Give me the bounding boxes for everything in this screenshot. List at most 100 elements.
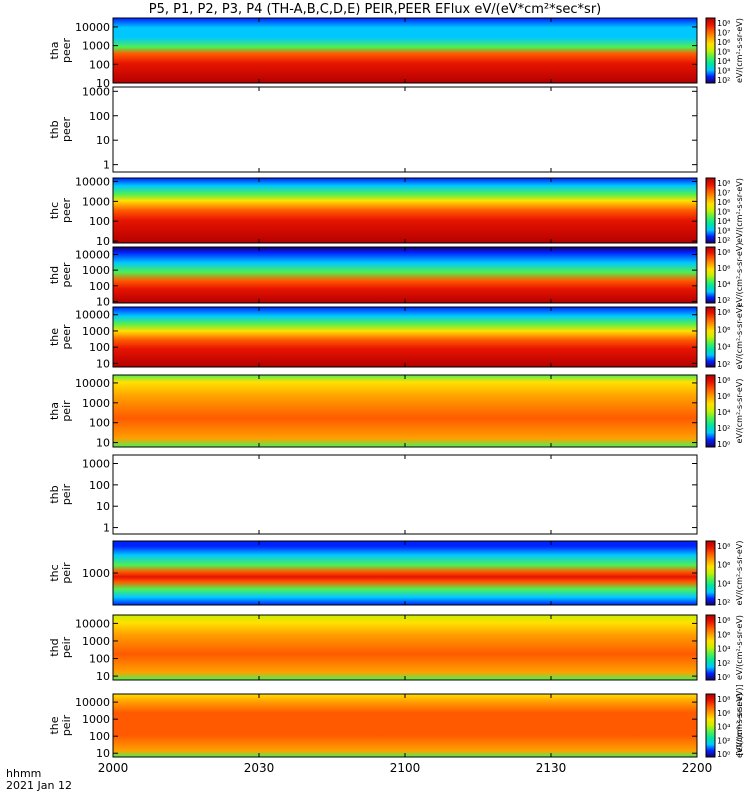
y-tick-label: 1000 bbox=[82, 713, 110, 726]
y-tick-label: 100 bbox=[89, 417, 110, 430]
y-axis-label: thc bbox=[48, 202, 61, 219]
y-tick-label: 10000 bbox=[75, 377, 110, 390]
colorbar-tick-label: 10³ bbox=[717, 227, 730, 236]
y-tick-label: 10 bbox=[96, 235, 110, 248]
colorbar-label: eV/(cm²-s-sr-eV) bbox=[735, 243, 744, 308]
colorbar-tick-label: 10⁸ bbox=[717, 616, 730, 625]
colorbar-label: eV/(cm²-s-sr-eV) bbox=[735, 305, 744, 370]
colorbar-tick-label: 10² bbox=[717, 76, 730, 85]
panel-thd-peer: 10 100 1000 10000 thd peer 10² 10⁴ 10⁶ 10⁸ eV/(cm²… bbox=[48, 243, 744, 309]
spectrogram-the-peer bbox=[113, 307, 697, 367]
colorbar-tha-peir bbox=[705, 374, 716, 448]
panel-tha-peir: 10 100 1000 10000 tha peir 10⁰ 10² 10⁴ 10⁶ 10⁸ eV/(… bbox=[48, 374, 744, 450]
y-tick-label: 100 bbox=[89, 341, 110, 354]
y-tick-label: 1 bbox=[103, 159, 110, 172]
y-axis-label: thd bbox=[48, 638, 61, 656]
colorbar-tick-label: 10⁶ bbox=[717, 38, 730, 47]
panel-thb-peer: 1 10 100 1000 thb peer bbox=[48, 85, 698, 173]
x-tick-label: 2130 bbox=[536, 761, 567, 775]
colorbar-tick-label: 10² bbox=[717, 659, 730, 668]
y-tick-label: 10 bbox=[96, 747, 110, 760]
y-axis-label: peer bbox=[60, 262, 73, 288]
y-tick-label: 100 bbox=[89, 479, 110, 492]
spectrogram-tha-peer bbox=[113, 18, 697, 83]
y-tick-label: 10000 bbox=[75, 617, 110, 630]
y-tick-label: 1000 bbox=[82, 567, 110, 580]
panel-the-peir: 10 100 1000 10000 the peir 10⁰ 10² 10⁴ 10⁶ 10⁸ eV/(… bbox=[48, 693, 744, 760]
colorbar-tick-label: 10⁸ bbox=[717, 308, 730, 317]
x-tick-label: 2200 bbox=[682, 761, 713, 775]
colorbar-thd-peir bbox=[705, 614, 716, 681]
y-tick-label: 10 bbox=[96, 77, 110, 90]
colorbar-tick-label: 10⁷ bbox=[717, 29, 730, 38]
colorbar-label: eV/(cm²-s-sr-eV) bbox=[735, 541, 744, 606]
y-tick-label: 1000 bbox=[82, 195, 110, 208]
y-axis-label: peir bbox=[60, 714, 73, 736]
colorbar-tick-label: 10² bbox=[717, 296, 730, 305]
colorbar-tick-label: 10⁶ bbox=[717, 198, 730, 207]
colorbar-thc-peir bbox=[705, 540, 716, 606]
colorbar-tick-label: 10⁸ bbox=[717, 376, 730, 385]
colorbar-tick-label: 10⁴ bbox=[717, 408, 730, 417]
colorbar-tick-label: 10² bbox=[717, 424, 730, 433]
y-tick-label: 10000 bbox=[75, 175, 110, 188]
colorbar-label: eV/(cm²-s-sr-eV) bbox=[735, 615, 744, 680]
date-label: 2021 Jan 12 bbox=[6, 779, 72, 792]
y-tick-label: 100 bbox=[89, 280, 110, 293]
panel-thc-peir: 1000 thc peir 10² 10⁴ 10⁶ 10⁸ eV/(cm²-s-sr-eV) bbox=[48, 540, 744, 607]
y-tick-label: 100 bbox=[89, 653, 110, 666]
spectrogram-thc-peer bbox=[113, 178, 697, 243]
colorbar-tick-label: 10⁶ bbox=[717, 392, 730, 401]
colorbar-tick-label: 10⁶ bbox=[717, 561, 730, 570]
colorbar-tick-label: 10⁶ bbox=[717, 264, 730, 273]
y-tick-label: 1000 bbox=[82, 264, 110, 277]
y-axis-label: peer bbox=[60, 324, 73, 350]
bottom-colorbar-label: [eV/(cm²-s-sr-eV)] bbox=[735, 684, 744, 755]
y-tick-label: 1000 bbox=[82, 325, 110, 338]
y-tick-label: 1000 bbox=[82, 85, 110, 98]
y-axis-label: tha bbox=[48, 41, 61, 59]
y-tick-label: 1000 bbox=[82, 635, 110, 648]
colorbar-thd-peer bbox=[705, 246, 716, 304]
y-axis-label: peir bbox=[60, 636, 73, 658]
y-tick-label: 10000 bbox=[75, 696, 110, 709]
colorbar-the-peir bbox=[705, 693, 716, 758]
y-axis-label: the bbox=[48, 328, 61, 346]
y-axis-label: peer bbox=[60, 38, 73, 64]
y-axis-label: tha bbox=[48, 402, 61, 420]
panel-the-peer: 10 100 1000 10000 the peer 10² 10⁴ 10⁶ 10⁸ eV/(cm²… bbox=[48, 305, 744, 371]
y-tick-label: 10 bbox=[96, 295, 110, 308]
y-tick-label: 10 bbox=[96, 670, 110, 683]
colorbar-tick-label: 10⁵ bbox=[717, 48, 730, 57]
colorbar-thc-peer bbox=[705, 177, 716, 244]
y-tick-label: 100 bbox=[89, 215, 110, 228]
panel-thd-peir: 10 100 1000 10000 thd peir 10⁰ 10² 10⁴ 10⁶ 10⁸ eV/(… bbox=[48, 614, 744, 683]
colorbar-tick-label: 10⁴ bbox=[717, 57, 730, 66]
y-tick-label: 100 bbox=[89, 58, 110, 71]
y-axis-label: thc bbox=[48, 564, 61, 581]
colorbar-tick-label: 10⁶ bbox=[717, 709, 730, 718]
spectrogram-thd-peer bbox=[113, 247, 697, 303]
y-tick-label: 10000 bbox=[75, 309, 110, 322]
colorbar-tick-label: 10⁴ bbox=[717, 645, 730, 654]
colorbar-tick-label: 10⁸ bbox=[717, 695, 730, 704]
y-tick-label: 10 bbox=[96, 134, 110, 147]
colorbar-tick-label: 10² bbox=[717, 598, 730, 607]
y-tick-label: 100 bbox=[89, 110, 110, 123]
y-axis-label: thb bbox=[48, 120, 61, 138]
colorbar-tick-label: 10⁶ bbox=[717, 630, 730, 639]
colorbar-tick-label: 10⁰ bbox=[717, 673, 730, 682]
spectrogram-thd-peir bbox=[113, 615, 697, 680]
y-tick-label: 1000 bbox=[82, 457, 110, 470]
colorbar-label: eV/(cm²-s-sr-eV) bbox=[735, 693, 744, 758]
y-tick-label: 1000 bbox=[82, 397, 110, 410]
colorbar-tick-label: 10⁴ bbox=[717, 579, 730, 588]
colorbar-label: eV/(cm²-s-sr-eV) bbox=[735, 379, 744, 444]
y-tick-label: 1 bbox=[103, 522, 110, 535]
y-tick-label: 10 bbox=[96, 357, 110, 370]
panel-tha-peer: 10 100 1000 10000 tha peer 10²10³10⁴10⁵10⁶10⁷1… bbox=[48, 17, 744, 90]
empty-panel-thb-peir bbox=[113, 455, 697, 534]
time-format-label: hhmm bbox=[6, 767, 42, 780]
x-tick-label: 2100 bbox=[390, 761, 421, 775]
